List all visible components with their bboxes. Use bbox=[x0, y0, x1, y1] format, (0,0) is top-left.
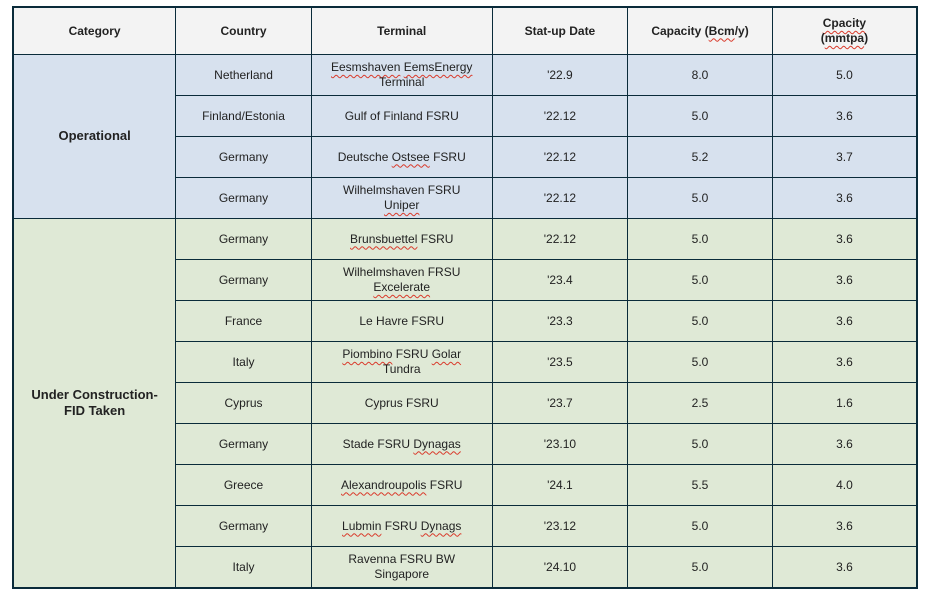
col-mmtpa: Cpacity(mmtpa) bbox=[772, 7, 917, 55]
startup-cell: '23.10 bbox=[492, 424, 628, 465]
terminal-cell: Wilhelmshaven FRSUExcelerate bbox=[311, 260, 492, 301]
bcm-cell: 5.0 bbox=[628, 260, 773, 301]
terminal-cell: Piombino FSRU GolarTundra bbox=[311, 342, 492, 383]
country-cell: Greece bbox=[176, 465, 312, 506]
terminals-table: Category Country Terminal Stat-up Date C… bbox=[12, 6, 918, 589]
startup-cell: '23.3 bbox=[492, 301, 628, 342]
terminal-cell: Le Havre FSRU bbox=[311, 301, 492, 342]
mmtpa-cell: 3.6 bbox=[772, 219, 917, 260]
bcm-cell: 5.0 bbox=[628, 219, 773, 260]
startup-cell: '24.1 bbox=[492, 465, 628, 506]
country-cell: Germany bbox=[176, 424, 312, 465]
startup-cell: '22.12 bbox=[492, 219, 628, 260]
terminal-cell: Alexandroupolis FSRU bbox=[311, 465, 492, 506]
startup-cell: '23.7 bbox=[492, 383, 628, 424]
terminal-cell: Brunsbuettel FSRU bbox=[311, 219, 492, 260]
startup-cell: '22.12 bbox=[492, 96, 628, 137]
country-cell: Italy bbox=[176, 342, 312, 383]
country-cell: Italy bbox=[176, 547, 312, 589]
startup-cell: '23.12 bbox=[492, 506, 628, 547]
bcm-cell: 5.0 bbox=[628, 178, 773, 219]
col-country: Country bbox=[176, 7, 312, 55]
bcm-cell: 2.5 bbox=[628, 383, 773, 424]
startup-cell: '23.5 bbox=[492, 342, 628, 383]
startup-cell: '23.4 bbox=[492, 260, 628, 301]
mmtpa-cell: 4.0 bbox=[772, 465, 917, 506]
bcm-cell: 5.0 bbox=[628, 96, 773, 137]
terminal-cell: Deutsche Ostsee FSRU bbox=[311, 137, 492, 178]
table-header: Category Country Terminal Stat-up Date C… bbox=[13, 7, 917, 55]
bcm-cell: 5.5 bbox=[628, 465, 773, 506]
table-row: OperationalNetherlandEesmshaven EemsEner… bbox=[13, 55, 917, 96]
bcm-cell: 5.0 bbox=[628, 547, 773, 589]
table-row: Under Construction-FID TakenGermanyBruns… bbox=[13, 219, 917, 260]
terminal-cell: Lubmin FSRU Dynags bbox=[311, 506, 492, 547]
col-terminal: Terminal bbox=[311, 7, 492, 55]
mmtpa-cell: 3.6 bbox=[772, 424, 917, 465]
mmtpa-cell: 3.6 bbox=[772, 96, 917, 137]
terminal-cell: Cyprus FSRU bbox=[311, 383, 492, 424]
col-startup: Stat-up Date bbox=[492, 7, 628, 55]
mmtpa-cell: 5.0 bbox=[772, 55, 917, 96]
mmtpa-cell: 3.6 bbox=[772, 506, 917, 547]
country-cell: Germany bbox=[176, 219, 312, 260]
mmtpa-cell: 3.6 bbox=[772, 260, 917, 301]
terminal-cell: Stade FSRU Dynagas bbox=[311, 424, 492, 465]
bcm-cell: 5.0 bbox=[628, 424, 773, 465]
bcm-cell: 5.0 bbox=[628, 506, 773, 547]
mmtpa-cell: 3.6 bbox=[772, 342, 917, 383]
terminal-cell: Wilhelmshaven FSRUUniper bbox=[311, 178, 492, 219]
country-cell: Cyprus bbox=[176, 383, 312, 424]
country-cell: Germany bbox=[176, 178, 312, 219]
mmtpa-cell: 3.6 bbox=[772, 178, 917, 219]
bcm-cell: 8.0 bbox=[628, 55, 773, 96]
category-cell: Operational bbox=[13, 55, 176, 219]
country-cell: Germany bbox=[176, 506, 312, 547]
country-cell: France bbox=[176, 301, 312, 342]
startup-cell: '22.12 bbox=[492, 178, 628, 219]
table-body: OperationalNetherlandEesmshaven EemsEner… bbox=[13, 55, 917, 589]
mmtpa-cell: 3.7 bbox=[772, 137, 917, 178]
col-category: Category bbox=[13, 7, 176, 55]
startup-cell: '24.10 bbox=[492, 547, 628, 589]
country-cell: Finland/Estonia bbox=[176, 96, 312, 137]
mmtpa-cell: 3.6 bbox=[772, 301, 917, 342]
country-cell: Germany bbox=[176, 137, 312, 178]
bcm-cell: 5.0 bbox=[628, 342, 773, 383]
terminal-cell: Eesmshaven EemsEnergyTerminal bbox=[311, 55, 492, 96]
mmtpa-cell: 3.6 bbox=[772, 547, 917, 589]
terminal-cell: Gulf of Finland FSRU bbox=[311, 96, 492, 137]
category-cell: Under Construction-FID Taken bbox=[13, 219, 176, 589]
bcm-cell: 5.2 bbox=[628, 137, 773, 178]
startup-cell: '22.12 bbox=[492, 137, 628, 178]
startup-cell: '22.9 bbox=[492, 55, 628, 96]
mmtpa-cell: 1.6 bbox=[772, 383, 917, 424]
bcm-cell: 5.0 bbox=[628, 301, 773, 342]
country-cell: Netherland bbox=[176, 55, 312, 96]
country-cell: Germany bbox=[176, 260, 312, 301]
terminal-cell: Ravenna FSRU BWSingapore bbox=[311, 547, 492, 589]
col-bcm: Capacity (Bcm/y) bbox=[628, 7, 773, 55]
